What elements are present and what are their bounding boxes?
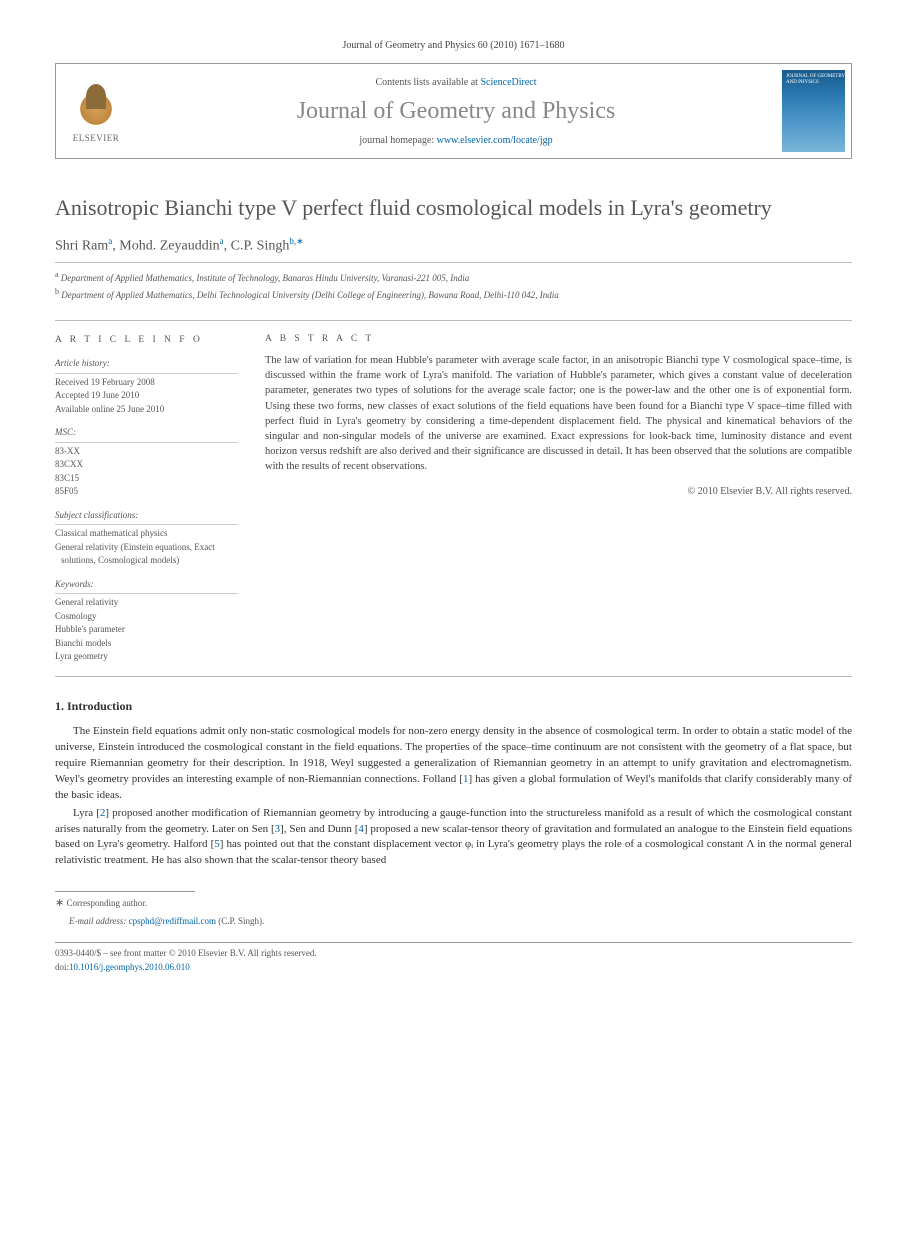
affiliation-a: a Department of Applied Mathematics, Ins… bbox=[55, 269, 852, 286]
doi-link[interactable]: 10.1016/j.geomphys.2010.06.010 bbox=[69, 962, 190, 972]
author-3: C.P. Singh bbox=[231, 238, 290, 253]
kw-3: Hubble's parameter bbox=[55, 623, 238, 637]
journal-name: Journal of Geometry and Physics bbox=[146, 98, 766, 125]
bottom-block: 0393-0440/$ – see front matter © 2010 El… bbox=[55, 942, 852, 974]
asterisk-icon: ∗ bbox=[55, 897, 64, 909]
section-1-heading: 1. Introduction bbox=[55, 699, 852, 714]
affiliation-b: b Department of Applied Mathematics, Del… bbox=[55, 286, 852, 303]
p2-c: ], Sen and Dunn [ bbox=[280, 823, 358, 835]
abstract-heading: A B S T R A C T bbox=[265, 333, 852, 347]
history-label: Article history: bbox=[55, 357, 238, 374]
msc-2: 83CXX bbox=[55, 458, 238, 472]
author-2: Mohd. Zeyauddin bbox=[119, 238, 219, 253]
abstract-block: A B S T R A C T The law of variation for… bbox=[250, 321, 852, 676]
homepage-link[interactable]: www.elsevier.com/locate/jgp bbox=[437, 135, 553, 146]
header-center: Contents lists available at ScienceDirec… bbox=[136, 64, 776, 158]
online-date: Available online 25 June 2010 bbox=[55, 403, 238, 417]
aff-b-text: Department of Applied Mathematics, Delhi… bbox=[59, 290, 559, 300]
p2-a: Lyra [ bbox=[73, 807, 100, 819]
kw-1: General relativity bbox=[55, 596, 238, 610]
aff-link-a2[interactable]: a bbox=[220, 236, 224, 246]
subj-label: Subject classifications: bbox=[55, 509, 238, 526]
aff-a-text: Department of Applied Mathematics, Insti… bbox=[59, 273, 470, 283]
author-1: Shri Ram bbox=[55, 238, 108, 253]
kw-2: Cosmology bbox=[55, 610, 238, 624]
email-label: E-mail address: bbox=[69, 916, 129, 926]
msc-label: MSC: bbox=[55, 426, 238, 443]
corr-link[interactable]: ∗ bbox=[296, 236, 304, 246]
received-date: Received 19 February 2008 bbox=[55, 376, 238, 390]
abstract-text: The law of variation for mean Hubble's p… bbox=[265, 353, 852, 475]
article-info-heading: A R T I C L E I N F O bbox=[55, 333, 238, 347]
article-info: A R T I C L E I N F O Article history: R… bbox=[55, 321, 250, 676]
doi-line: doi:10.1016/j.geomphys.2010.06.010 bbox=[55, 961, 852, 975]
journal-header: ELSEVIER Contents lists available at Sci… bbox=[55, 63, 852, 159]
elsevier-tree-icon bbox=[71, 79, 121, 129]
msc-4: 85F05 bbox=[55, 485, 238, 499]
cover-thumbnail-cell: JOURNAL OF GEOMETRY AND PHYSICS bbox=[776, 64, 851, 158]
corr-label: Corresponding author. bbox=[66, 898, 147, 908]
affiliations: a Department of Applied Mathematics, Ins… bbox=[55, 269, 852, 302]
homepage-line: journal homepage: www.elsevier.com/locat… bbox=[146, 135, 766, 146]
footnote-rule bbox=[55, 891, 195, 892]
doi-label: doi: bbox=[55, 962, 69, 972]
kw-5: Lyra geometry bbox=[55, 650, 238, 664]
intro-paragraph-1: The Einstein field equations admit only … bbox=[55, 724, 852, 804]
sciencedirect-link[interactable]: ScienceDirect bbox=[480, 77, 536, 88]
front-matter-line: 0393-0440/$ – see front matter © 2010 El… bbox=[55, 947, 852, 961]
copyright-line: © 2010 Elsevier B.V. All rights reserved… bbox=[265, 485, 852, 500]
corresponding-author-note: ∗ Corresponding author. bbox=[55, 895, 852, 912]
kw-4: Bianchi models bbox=[55, 637, 238, 651]
contents-line: Contents lists available at ScienceDirec… bbox=[146, 77, 766, 88]
email-link[interactable]: cpsphd@rediffmail.com bbox=[129, 916, 216, 926]
msc-3: 83C15 bbox=[55, 472, 238, 486]
intro-paragraph-2: Lyra [2] proposed another modification o… bbox=[55, 806, 852, 870]
publisher-logo: ELSEVIER bbox=[56, 64, 136, 158]
journal-cover-icon: JOURNAL OF GEOMETRY AND PHYSICS bbox=[782, 70, 845, 152]
authors-line: Shri Rama, Mohd. Zeyauddina, C.P. Singhb… bbox=[55, 236, 852, 264]
citation-line: Journal of Geometry and Physics 60 (2010… bbox=[55, 40, 852, 51]
article-title: Anisotropic Bianchi type V perfect fluid… bbox=[55, 194, 852, 222]
publisher-name: ELSEVIER bbox=[73, 133, 120, 143]
kw-label: Keywords: bbox=[55, 578, 238, 595]
homepage-prefix: journal homepage: bbox=[359, 135, 436, 146]
contents-prefix: Contents lists available at bbox=[375, 77, 480, 88]
email-note: E-mail address: cpsphd@rediffmail.com (C… bbox=[55, 915, 852, 929]
cover-title-text: JOURNAL OF GEOMETRY AND PHYSICS bbox=[786, 74, 845, 85]
msc-1: 83-XX bbox=[55, 445, 238, 459]
aff-link-a1[interactable]: a bbox=[108, 236, 112, 246]
email-tail: (C.P. Singh). bbox=[216, 916, 264, 926]
subj-1: Classical mathematical physics bbox=[55, 527, 238, 541]
accepted-date: Accepted 19 June 2010 bbox=[55, 389, 238, 403]
subj-2: General relativity (Einstein equations, … bbox=[55, 541, 238, 568]
meta-row: A R T I C L E I N F O Article history: R… bbox=[55, 320, 852, 677]
